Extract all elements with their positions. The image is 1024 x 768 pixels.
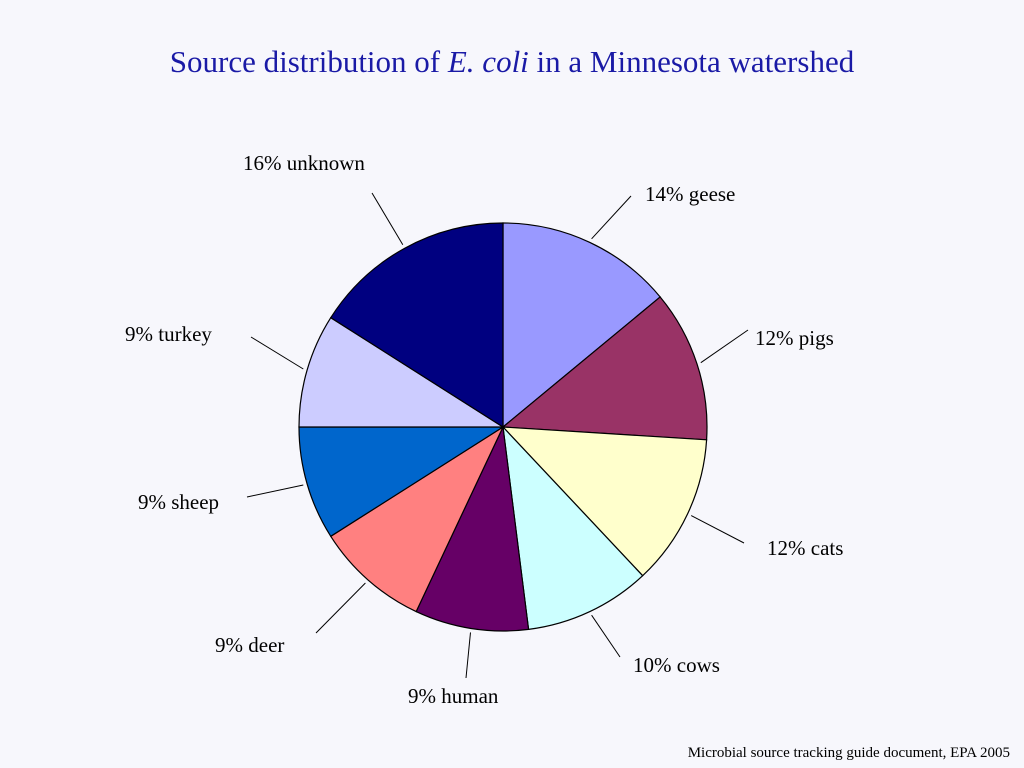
pie-slice-pigs [501,296,708,441]
slice-label: 10% cows [633,653,720,677]
slice-label: 12% cats [767,536,843,560]
source-citation: Microbial source tracking guide document… [687,745,1010,761]
title-post: in a Minnesota watershed [528,44,855,79]
leader-line [591,195,632,240]
pie-slice-cats [501,426,708,577]
pie-slice-deer [329,425,505,613]
leader-line [465,632,471,679]
slice-label: 12% pigs [755,326,834,350]
slice-label: 9% turkey [125,322,212,346]
slice-label: 9% deer [215,633,284,657]
slice-label: 9% human [408,684,499,708]
pie-slice-sheep [298,426,506,538]
slice-label: 9% sheep [138,490,219,514]
leader-line [246,484,304,498]
leader-line [250,336,304,370]
pie-slice-cows [502,425,644,631]
pie-slice-turkey [298,316,506,428]
leader-line [371,192,404,245]
pie-slice-unknown [329,222,504,429]
leader-line [591,614,621,658]
leader-line [690,515,745,544]
pie-slice-geese [502,222,662,429]
chart-title: Source distribution of E. coli in a Minn… [0,44,1024,80]
title-pre: Source distribution of [169,44,448,79]
slice-label: 16% unknown [243,151,365,175]
slice-label: 14% geese [645,182,735,206]
leader-line [315,582,366,634]
pie-slice-human [415,424,530,632]
leader-line [700,329,749,364]
title-italic: E. coli [447,44,529,79]
